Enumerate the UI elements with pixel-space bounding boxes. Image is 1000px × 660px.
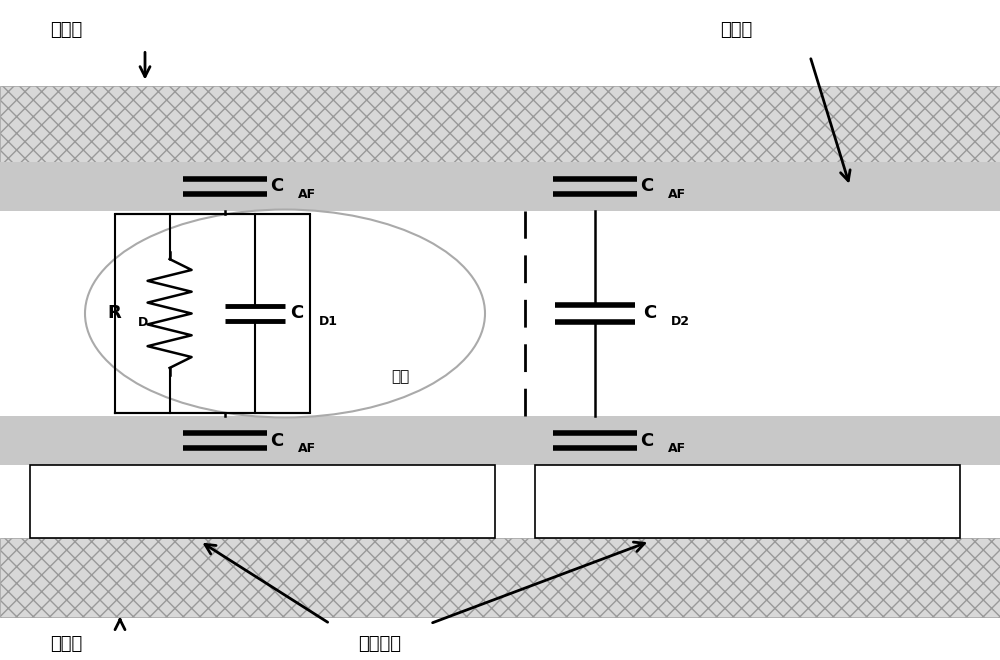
Text: C: C [270,432,283,449]
Bar [535,465,960,538]
Text: AF: AF [298,188,316,201]
Bar [0,162,1000,211]
Bar [0,211,1000,416]
Text: C: C [640,178,653,195]
Text: D2: D2 [671,315,690,328]
Text: 疏水层: 疏水层 [720,20,752,39]
Text: C: C [270,178,283,195]
Text: AF: AF [298,442,316,455]
Text: C: C [290,304,304,323]
Text: D1: D1 [318,315,337,328]
Text: 液滴: 液滴 [391,369,409,383]
Text: AF: AF [668,188,686,201]
Bar [0,416,1000,465]
Bar [0,86,1000,162]
Text: 下基板: 下基板 [50,634,82,653]
Text: C: C [643,304,656,323]
Text: C: C [640,432,653,449]
Text: D: D [138,316,148,329]
Text: R: R [108,304,121,323]
Bar [30,465,495,538]
Text: 上基板: 上基板 [50,20,82,39]
Text: 驱动电极: 驱动电极 [358,634,402,653]
Bar [0,538,1000,617]
Ellipse shape [85,209,485,418]
Text: AF: AF [668,442,686,455]
